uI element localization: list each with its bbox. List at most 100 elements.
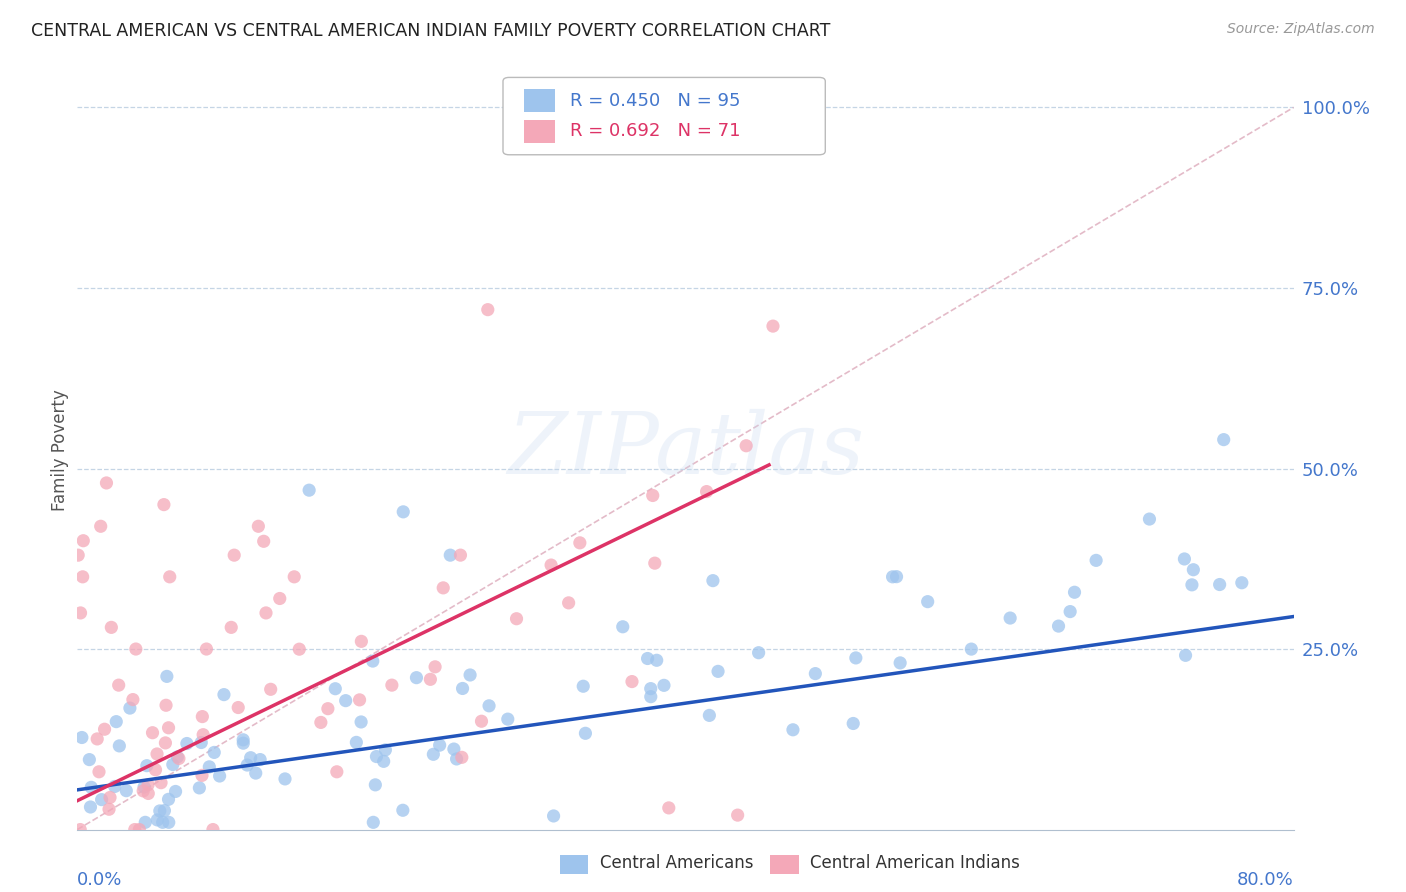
Point [309,715,332,730]
Point [191,728,214,742]
Point [274,772,297,786]
Point [157,721,180,735]
Text: R = 0.692   N = 71: R = 0.692 N = 71 [569,122,741,140]
Point [349,693,371,707]
Point [557,596,579,610]
Point [90,519,112,533]
Point [247,519,270,533]
Point [132,784,155,798]
Point [326,764,349,779]
Point [432,581,454,595]
Point [146,747,169,761]
Point [100,620,122,634]
Text: Source: ZipAtlas.com: Source: ZipAtlas.com [1227,22,1375,37]
Point [70,731,93,745]
Y-axis label: Family Poverty: Family Poverty [51,390,69,511]
Point [87,764,110,779]
Point [202,746,225,760]
Point [620,674,643,689]
FancyBboxPatch shape [523,89,555,112]
Point [219,620,242,634]
Point [458,668,481,682]
Point [366,749,388,764]
Point [239,750,262,764]
Point [423,660,446,674]
Point [477,302,499,317]
Point [191,709,214,723]
Point [451,681,474,696]
Point [159,570,181,584]
Point [232,736,254,750]
Point [644,556,666,570]
Point [429,738,451,752]
Point [176,737,198,751]
Point [145,763,167,777]
Point [361,654,384,668]
Point [1063,585,1085,599]
Point [1059,605,1081,619]
Point [505,612,527,626]
Point [125,642,148,657]
Point [191,768,214,782]
Point [146,813,169,827]
Point [641,488,664,502]
Point [166,750,188,764]
Point [478,698,501,713]
Point [658,801,681,815]
Point [105,714,128,729]
Point [108,739,131,753]
Point [157,792,180,806]
Point [72,533,94,548]
Point [122,692,145,706]
Point [568,536,591,550]
Point [640,690,662,704]
Point [269,591,291,606]
Point [141,725,163,739]
Point [93,723,115,737]
Point [162,757,184,772]
Point [98,790,121,805]
Text: Central American Indians: Central American Indians [810,855,1019,872]
Point [960,642,983,657]
Point [155,698,177,713]
Point [439,548,461,562]
Point [373,755,395,769]
Point [405,671,427,685]
FancyBboxPatch shape [503,78,825,155]
Point [132,780,155,794]
Text: ZIPatlas: ZIPatlas [506,409,865,491]
Point [212,688,235,702]
Point [392,505,415,519]
Point [804,666,827,681]
Point [637,651,659,665]
Point [249,753,271,767]
Point [316,701,339,715]
Point [917,594,939,608]
Point [260,682,283,697]
Point [782,723,804,737]
Point [136,778,159,792]
Point [72,570,94,584]
Point [727,808,749,822]
Point [1181,578,1204,592]
Point [450,750,472,764]
Point [612,620,634,634]
Point [98,802,121,816]
Point [361,815,384,830]
Point [696,484,718,499]
Point [572,679,595,693]
Point [208,769,231,783]
Point [1139,512,1161,526]
Point [1208,577,1230,591]
Point [707,665,730,679]
Point [79,800,101,814]
Point [1174,648,1197,663]
Point [449,548,471,562]
Point [470,714,492,729]
Point [80,780,103,795]
Point [188,780,211,795]
Point [699,708,721,723]
Point [153,804,176,818]
Point [152,815,174,830]
Point [254,606,277,620]
